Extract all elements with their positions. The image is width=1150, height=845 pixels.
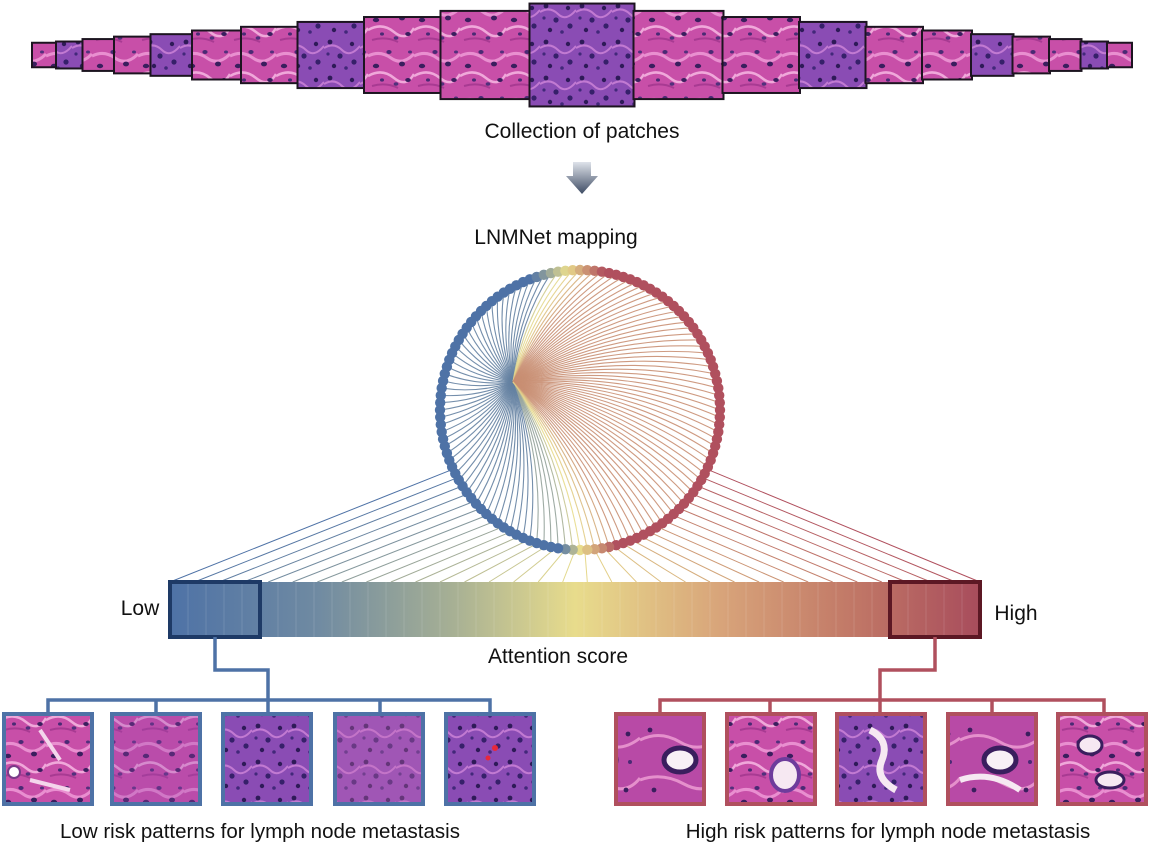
attention-score-label: Attention score	[488, 645, 628, 668]
top-patch	[528, 2, 636, 108]
top-patch	[55, 40, 85, 70]
high-risk-patches	[614, 712, 1148, 806]
top-patch	[31, 41, 58, 69]
top-patch	[113, 35, 153, 75]
top-patch	[439, 9, 532, 101]
network-node	[574, 544, 586, 556]
network-node	[434, 404, 446, 416]
top-patch	[81, 38, 116, 72]
high-risk-patch	[725, 712, 817, 806]
high-label: High	[994, 602, 1037, 625]
top-patch	[149, 33, 194, 77]
mapping-label: LNMNet mapping	[474, 226, 637, 249]
high-risk-patch	[946, 712, 1038, 806]
high-risk-patch	[835, 712, 927, 806]
top-patch	[191, 29, 243, 81]
low-risk-patch	[2, 712, 94, 806]
network-node	[582, 544, 593, 555]
mapping-fan-lines	[169, 468, 981, 583]
low-risk-patch	[110, 712, 202, 806]
top-patch	[721, 16, 801, 94]
high-risk-patch	[614, 712, 706, 806]
high-risk-patch	[1056, 712, 1148, 806]
network-node	[714, 397, 725, 408]
top-patch	[240, 25, 300, 85]
top-patch	[1106, 41, 1133, 69]
top-patch	[864, 25, 924, 85]
low-label: Low	[121, 597, 160, 620]
collection-label: Collection of patches	[485, 120, 680, 143]
top-patch	[798, 20, 868, 90]
top-patch	[921, 29, 973, 81]
top-patch	[1011, 35, 1051, 75]
low-risk-patch	[221, 712, 313, 806]
low-risk-patches	[2, 712, 536, 806]
network-node	[435, 412, 446, 423]
low-risk-patch	[444, 712, 536, 806]
network-node	[567, 265, 578, 276]
lnmnet-mapping-network	[434, 264, 726, 556]
top-patch	[296, 20, 366, 90]
low-risk-patterns-label: Low risk patterns for lymph node metasta…	[60, 820, 460, 843]
top-patch	[632, 9, 725, 101]
top-patch	[1079, 40, 1109, 70]
down-arrow-icon	[566, 162, 598, 194]
network-node	[574, 264, 586, 276]
top-patch	[970, 33, 1015, 77]
network-node	[714, 404, 726, 416]
patch-collection	[31, 2, 1133, 108]
attention-score-bar	[169, 582, 980, 637]
top-patch	[363, 16, 443, 94]
low-risk-patch	[333, 712, 425, 806]
top-patch	[1048, 38, 1083, 72]
high-bracket	[658, 637, 1106, 713]
high-risk-patterns-label: High risk patterns for lymph node metast…	[686, 820, 1090, 843]
low-bracket	[46, 637, 492, 713]
